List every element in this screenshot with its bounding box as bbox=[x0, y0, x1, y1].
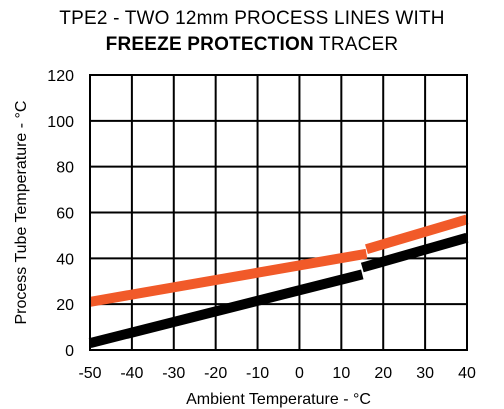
chart-title-rest: TRACER bbox=[313, 34, 399, 55]
y-tick-label: 120 bbox=[47, 68, 74, 85]
series-2-segment-2 bbox=[360, 232, 469, 273]
series-2-segment-1 bbox=[88, 269, 364, 348]
chart-title-bold: FREEZE PROTECTION bbox=[105, 34, 314, 55]
x-tick-label: -40 bbox=[120, 365, 143, 382]
y-tick-label: 100 bbox=[47, 114, 74, 131]
x-tick-label: 30 bbox=[416, 365, 434, 382]
x-tick-label: -10 bbox=[246, 365, 269, 382]
chart-title-line-1: TPE2 - TWO 12mm PROCESS LINES WITH bbox=[59, 8, 445, 29]
y-tick-labels: 0 20 40 60 80 100 120 bbox=[47, 68, 74, 360]
y-tick-label: 40 bbox=[56, 251, 74, 268]
series-1-segment-2 bbox=[365, 214, 469, 254]
y-tick-label: 0 bbox=[65, 343, 74, 360]
x-axis-label: Ambient Temperature - °C bbox=[186, 391, 371, 408]
y-axis-label: Process Tube Temperature - °C bbox=[13, 101, 30, 325]
y-tick-label: 60 bbox=[56, 206, 74, 223]
x-tick-label: -50 bbox=[78, 365, 101, 382]
x-tick-label: 0 bbox=[295, 365, 304, 382]
chart-title-line-2: FREEZE PROTECTION TRACER bbox=[0, 34, 504, 56]
y-tick-label: 80 bbox=[56, 160, 74, 177]
x-tick-label: 20 bbox=[374, 365, 392, 382]
series-lines bbox=[88, 214, 469, 348]
x-tick-label: -20 bbox=[204, 365, 227, 382]
series-1-segment-1 bbox=[89, 248, 368, 307]
plot-frame bbox=[89, 74, 468, 351]
x-tick-label: 10 bbox=[332, 365, 350, 382]
x-tick-labels: -50 -40 -30 -20 -10 0 10 20 30 40 bbox=[78, 365, 476, 382]
x-tick-label: 40 bbox=[458, 365, 476, 382]
x-tick-label: -30 bbox=[162, 365, 185, 382]
y-tick-label: 20 bbox=[56, 297, 74, 314]
grid bbox=[89, 74, 468, 351]
